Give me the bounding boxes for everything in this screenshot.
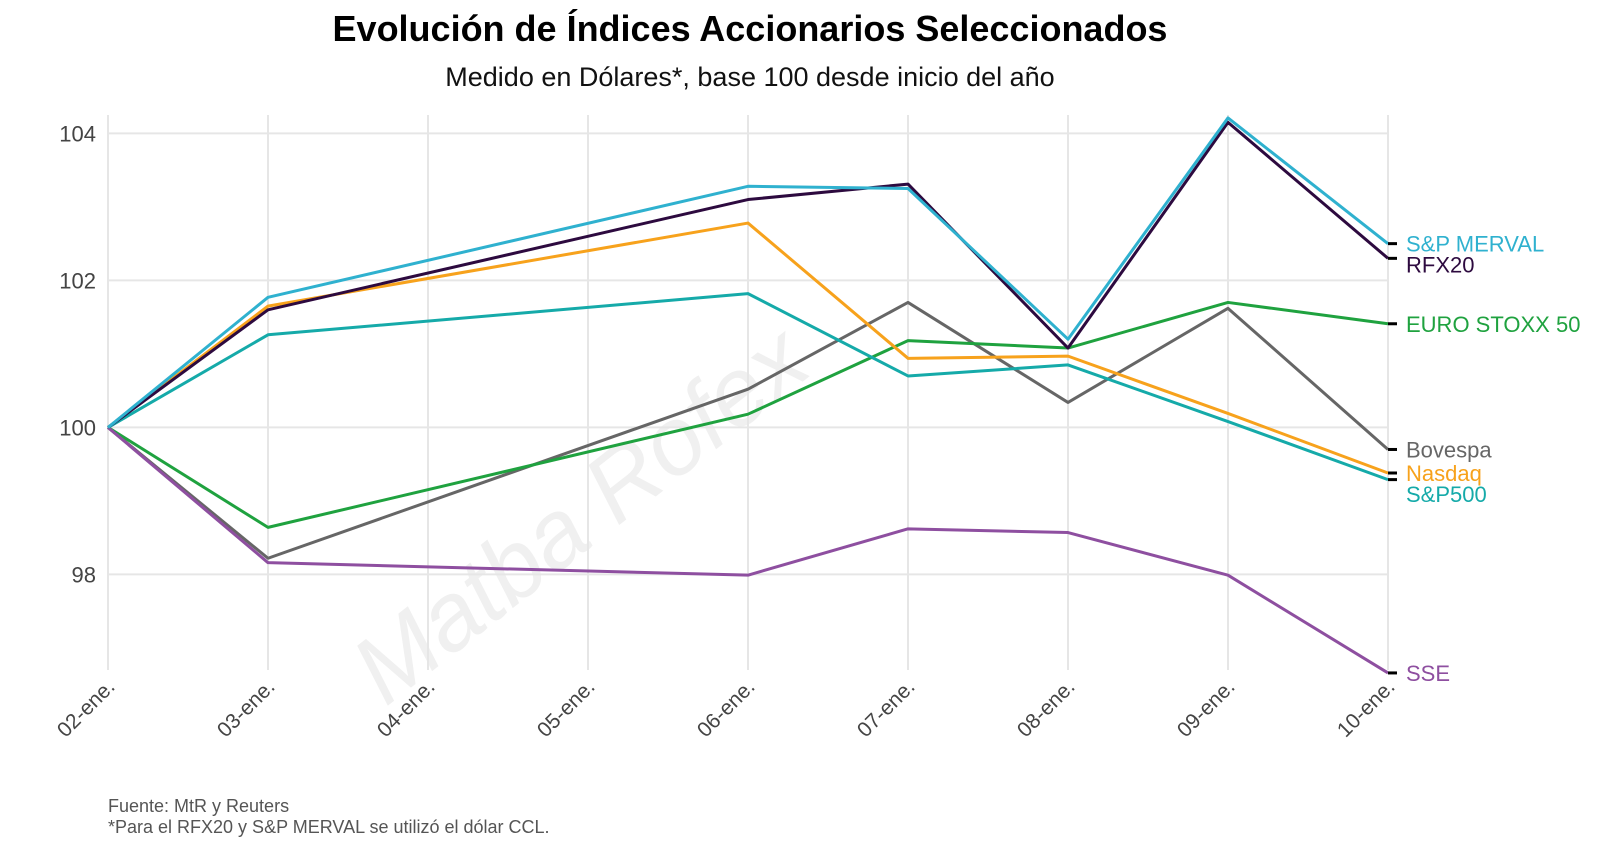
ccl-footnote: *Para el RFX20 y S&P MERVAL se utilizó e…: [108, 817, 550, 837]
series-line-nasdaq: [107, 221, 1389, 475]
series-label-sse: SSE: [1406, 661, 1450, 686]
x-tick-label: 10-ene.: [1333, 675, 1400, 742]
x-tick-label: 03-ene.: [213, 675, 280, 742]
x-tick-label: 09-ene.: [1173, 675, 1240, 742]
chart-subtitle: Medido en Dólares*, base 100 desde inici…: [445, 62, 1055, 92]
source-footnote: Fuente: MtR y Reuters: [108, 796, 290, 816]
y-tick-label: 98: [72, 562, 96, 587]
series-line-euro-stoxx-50: [107, 300, 1389, 529]
series-label-euro-stoxx-50: EURO STOXX 50: [1406, 312, 1580, 337]
series-line-rfx20: [107, 120, 1389, 429]
x-tick-label: 02-ene.: [53, 675, 120, 742]
chart-title: Evolución de Índices Accionarios Selecci…: [332, 8, 1168, 49]
x-tick-label: 07-ene.: [853, 675, 920, 742]
watermark-text: Matba Rofex: [333, 303, 830, 724]
series-label-rfx20: RFX20: [1406, 253, 1474, 278]
series-label-s-p-merval: S&P MERVAL: [1406, 232, 1544, 257]
y-tick-label: 104: [59, 121, 96, 146]
series-layer: [107, 116, 1397, 675]
series-label-nasdaq: Nasdaq: [1406, 461, 1482, 486]
series-label-bovespa: Bovespa: [1406, 437, 1492, 462]
series-line-sse: [107, 426, 1389, 675]
grid-layer: [107, 115, 1389, 670]
x-tick-label: 08-ene.: [1013, 675, 1080, 742]
series-line-bovespa: [107, 300, 1389, 560]
x-tick-label: 05-ene.: [533, 675, 600, 742]
series-line-s-p-merval: [107, 116, 1389, 429]
series-line-s-p500: [107, 292, 1389, 482]
y-tick-label: 100: [59, 415, 96, 440]
y-tick-label: 102: [59, 268, 96, 293]
series-label-s-p500: S&P500: [1406, 482, 1487, 507]
x-tick-label: 06-ene.: [693, 675, 760, 742]
